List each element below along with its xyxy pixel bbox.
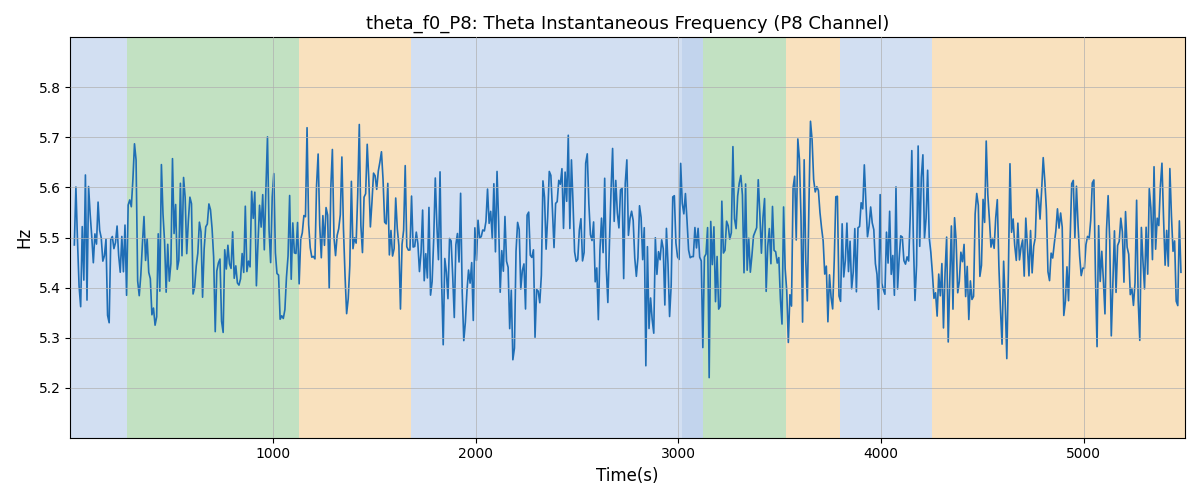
Bar — [127, 38, 299, 438]
Bar — [71, 38, 127, 438]
Bar — [683, 38, 703, 438]
Bar — [786, 38, 840, 438]
Y-axis label: Hz: Hz — [16, 227, 34, 248]
Bar — [840, 38, 931, 438]
Bar — [410, 38, 683, 438]
Title: theta_f0_P8: Theta Instantaneous Frequency (P8 Channel): theta_f0_P8: Theta Instantaneous Frequen… — [366, 15, 889, 34]
X-axis label: Time(s): Time(s) — [596, 467, 659, 485]
Bar — [931, 38, 1184, 438]
Bar — [299, 38, 410, 438]
Bar — [703, 38, 786, 438]
